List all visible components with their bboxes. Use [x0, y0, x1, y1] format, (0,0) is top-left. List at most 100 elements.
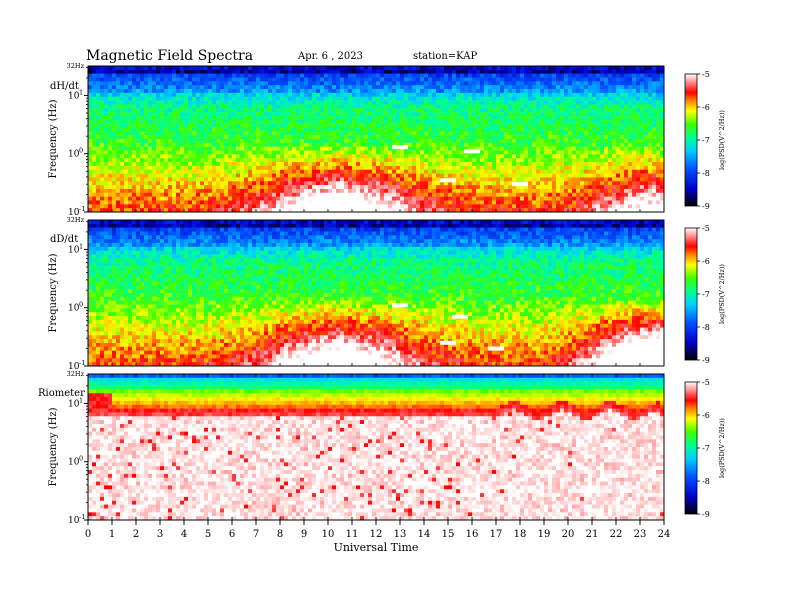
spectrogram-cell: [436, 154, 441, 159]
spectrogram-cell: [152, 173, 157, 178]
spectrogram-cell: [248, 192, 253, 197]
spectrogram-cell: [292, 204, 297, 209]
spectrogram-cell: [572, 112, 577, 117]
spectrogram-cell: [272, 69, 277, 74]
spectrogram-cell: [536, 123, 541, 128]
spectrogram-cell: [496, 66, 501, 71]
spectrogram-cell: [196, 127, 201, 132]
spectrogram-cell: [500, 185, 505, 190]
spectrogram-cell: [592, 73, 597, 78]
spectrogram-cell: [412, 150, 417, 155]
spectrogram-cell: [568, 139, 573, 144]
spectrogram-cell: [408, 196, 413, 201]
spectrogram-cell: [240, 158, 245, 163]
spectrogram-cell: [180, 131, 185, 136]
spectrogram-cell: [560, 96, 565, 101]
spectrogram-cell: [560, 200, 565, 205]
spectrogram-cell: [444, 89, 449, 94]
spectrogram-cell: [232, 100, 237, 105]
spectrogram-cell: [532, 188, 537, 194]
spectrogram-cell: [240, 169, 245, 174]
spectrogram-cell: [296, 154, 301, 159]
spectrogram-cell: [260, 185, 265, 190]
spectrogram-cell: [160, 69, 165, 74]
spectrogram-cell: [224, 96, 229, 101]
spectrogram-cell: [216, 85, 221, 90]
spectrogram-cell: [96, 139, 101, 144]
spectrogram-cell: [236, 158, 241, 163]
spectrogram-cell: [460, 131, 465, 136]
spectrogram-cell: [336, 162, 341, 167]
spectrogram-cell: [572, 100, 577, 105]
spectrogram-cell: [312, 162, 317, 167]
spectrogram-cell: [508, 204, 513, 209]
spectrogram-cell: [124, 139, 129, 144]
spectrogram-cell: [96, 115, 101, 121]
spectrogram-cell: [556, 146, 561, 151]
spectrogram-cell: [360, 165, 365, 170]
spectrogram-cell: [576, 196, 581, 201]
spectrogram-cell: [228, 119, 233, 124]
spectrogram-cell: [584, 73, 589, 78]
spectrogram-cell: [380, 181, 385, 186]
spectrogram-cell: [324, 146, 329, 151]
spectrogram-cell: [112, 146, 117, 151]
spectrogram-cell: [560, 177, 565, 182]
spectrogram-cell: [212, 92, 217, 97]
spectrogram-cell: [220, 89, 225, 94]
spectrogram-cell: [216, 81, 221, 86]
spectrogram-cell: [160, 204, 165, 209]
spectrogram-cell: [192, 146, 197, 151]
spectrogram-cell: [440, 73, 445, 78]
spectrogram-cell: [304, 131, 309, 136]
spectrogram-cell: [284, 69, 289, 74]
spectrogram-cell: [512, 108, 517, 113]
spectrogram-cell: [164, 181, 169, 186]
spectrogram-cell: [284, 150, 289, 155]
spectrogram-cell: [340, 123, 345, 128]
spectrogram-cell: [252, 196, 257, 201]
spectrogram-cell: [472, 92, 477, 97]
spectrogram-cell: [428, 127, 433, 132]
spectrogram-cell: [512, 81, 517, 86]
spectrogram-cell: [492, 127, 497, 132]
spectrogram-cell: [268, 127, 273, 132]
spectrogram-cell: [156, 150, 161, 155]
spectrogram-cell: [492, 208, 497, 213]
spectrogram-cell: [276, 81, 281, 86]
spectrogram-cell: [288, 181, 293, 186]
spectrogram-cell: [340, 127, 345, 132]
spectrogram-cell: [232, 139, 237, 144]
spectrogram-cell: [360, 169, 365, 174]
spectrogram-cell: [576, 77, 581, 82]
spectrogram-cell: [380, 85, 385, 90]
spectrogram-cell: [156, 169, 161, 174]
spectrogram-cell: [256, 77, 261, 82]
spectrogram-cell: [516, 142, 521, 147]
spectrogram-cell: [536, 89, 541, 94]
spectrogram-cell: [160, 200, 165, 205]
spectrogram-cell: [356, 139, 361, 144]
spectrogram-cell: [560, 173, 565, 178]
spectrogram-cell: [468, 177, 473, 182]
spectrogram-cell: [584, 139, 589, 144]
spectrogram-cell: [100, 104, 105, 109]
spectrogram-cell: [116, 185, 121, 190]
spectrogram-cell: [164, 92, 169, 97]
spectrogram-cell: [204, 162, 209, 167]
spectrogram-cell: [236, 81, 241, 86]
spectrogram-cell: [260, 115, 265, 121]
spectrogram-cell: [376, 142, 381, 147]
spectrogram-cell: [444, 196, 449, 201]
spectrogram-cell: [404, 108, 409, 113]
spectrogram-cell: [192, 119, 197, 124]
spectrogram-cell: [540, 100, 545, 105]
spectrogram-cell: [436, 100, 441, 105]
spectrogram-cell: [220, 177, 225, 182]
spectrogram-cell: [508, 96, 513, 101]
spectrogram-cell: [280, 162, 285, 167]
spectrogram-cell: [452, 162, 457, 167]
spectrogram-cell: [252, 173, 257, 178]
spectrogram-cell: [572, 154, 577, 159]
spectrogram-cell: [608, 150, 613, 155]
